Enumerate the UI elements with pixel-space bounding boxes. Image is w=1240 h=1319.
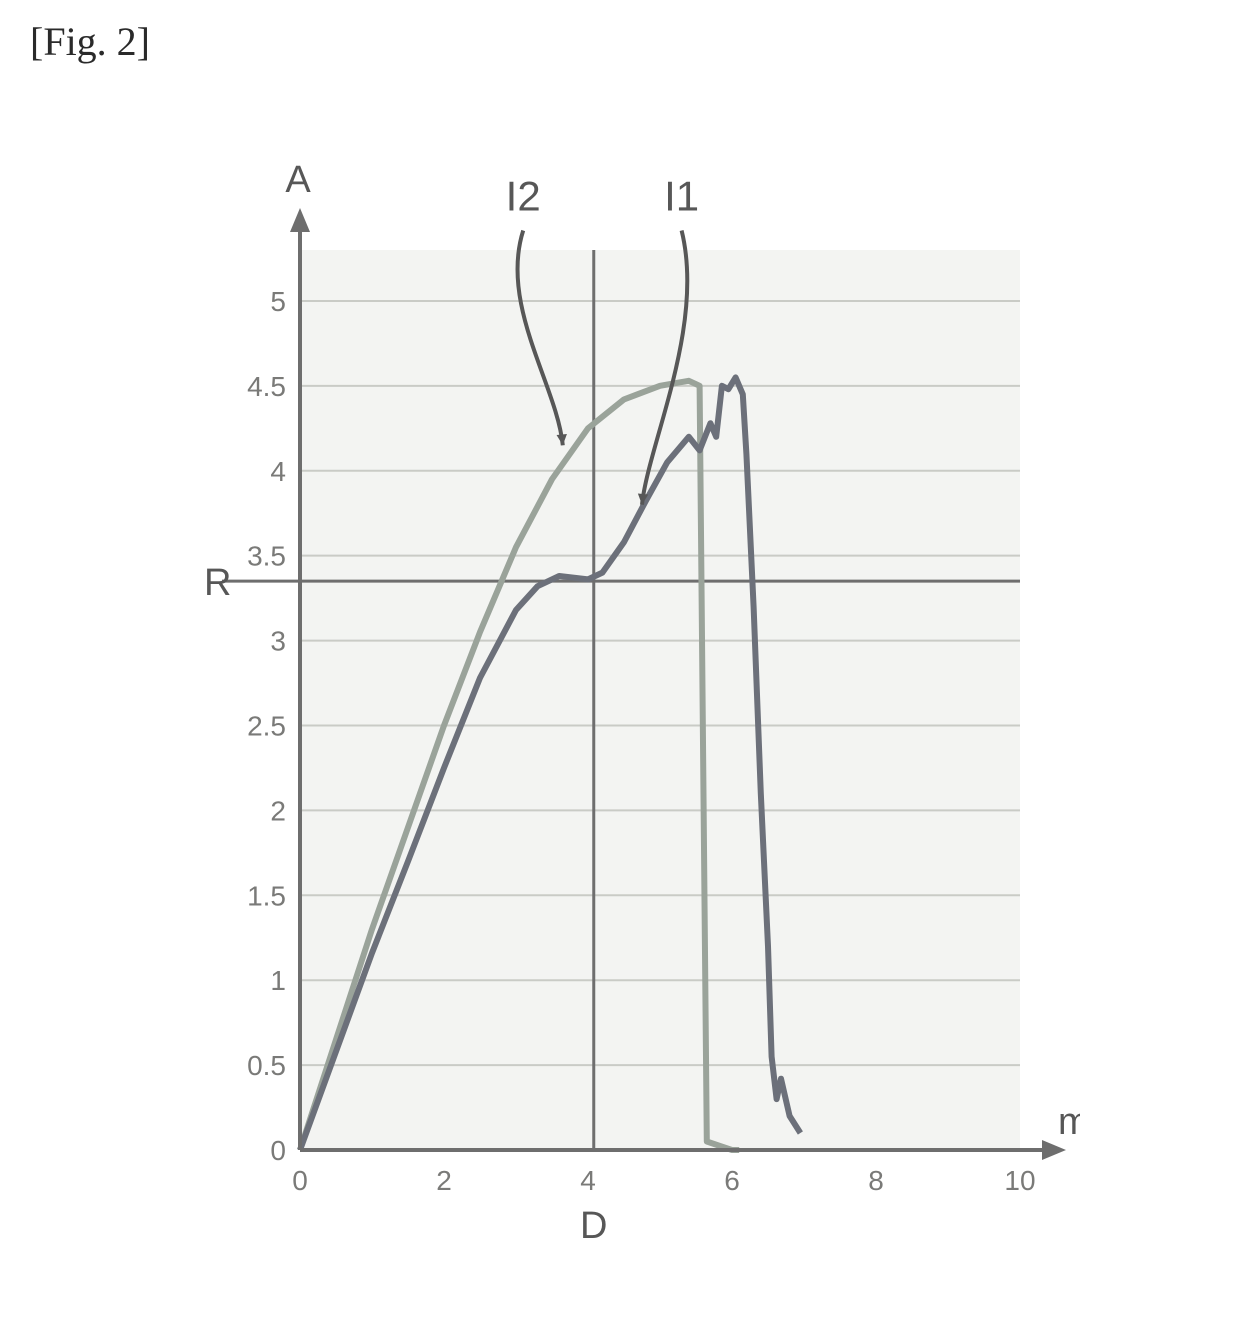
r-label: R: [204, 562, 231, 604]
svg-text:1.5: 1.5: [247, 880, 286, 911]
y-axis-title: A: [285, 159, 311, 201]
svg-text:3.5: 3.5: [247, 541, 286, 572]
svg-text:0: 0: [270, 1135, 286, 1166]
svg-text:6: 6: [724, 1165, 740, 1196]
svg-text:4.5: 4.5: [247, 371, 286, 402]
svg-text:0: 0: [292, 1165, 308, 1196]
line-chart: 0 0.5 1 1.5 2 2.5 3 3.5 4 4.5 5 0 2 4 6 8 10 A ms R D I…: [180, 140, 1080, 1260]
svg-text:0.5: 0.5: [247, 1050, 286, 1081]
svg-text:4: 4: [580, 1165, 596, 1196]
y-tick-labels: 0 0.5 1 1.5 2 2.5 3 3.5 4 4.5 5: [247, 286, 286, 1166]
callout-i1-label: I1: [664, 173, 699, 220]
x-tick-labels: 0 2 4 6 8 10: [292, 1165, 1035, 1196]
svg-text:2: 2: [270, 795, 286, 826]
callout-i2-label: I2: [506, 173, 541, 220]
svg-text:10: 10: [1004, 1165, 1035, 1196]
svg-text:4: 4: [270, 456, 286, 487]
svg-text:2: 2: [436, 1165, 452, 1196]
figure-caption: [Fig. 2]: [30, 18, 150, 65]
svg-text:2.5: 2.5: [247, 710, 286, 741]
svg-text:1: 1: [270, 965, 286, 996]
y-axis-arrow: [290, 208, 310, 232]
d-label: D: [580, 1205, 607, 1247]
svg-text:8: 8: [868, 1165, 884, 1196]
x-axis-arrow: [1042, 1140, 1066, 1160]
svg-text:3: 3: [270, 626, 286, 657]
x-axis-title: ms: [1058, 1101, 1080, 1143]
svg-text:5: 5: [270, 286, 286, 317]
